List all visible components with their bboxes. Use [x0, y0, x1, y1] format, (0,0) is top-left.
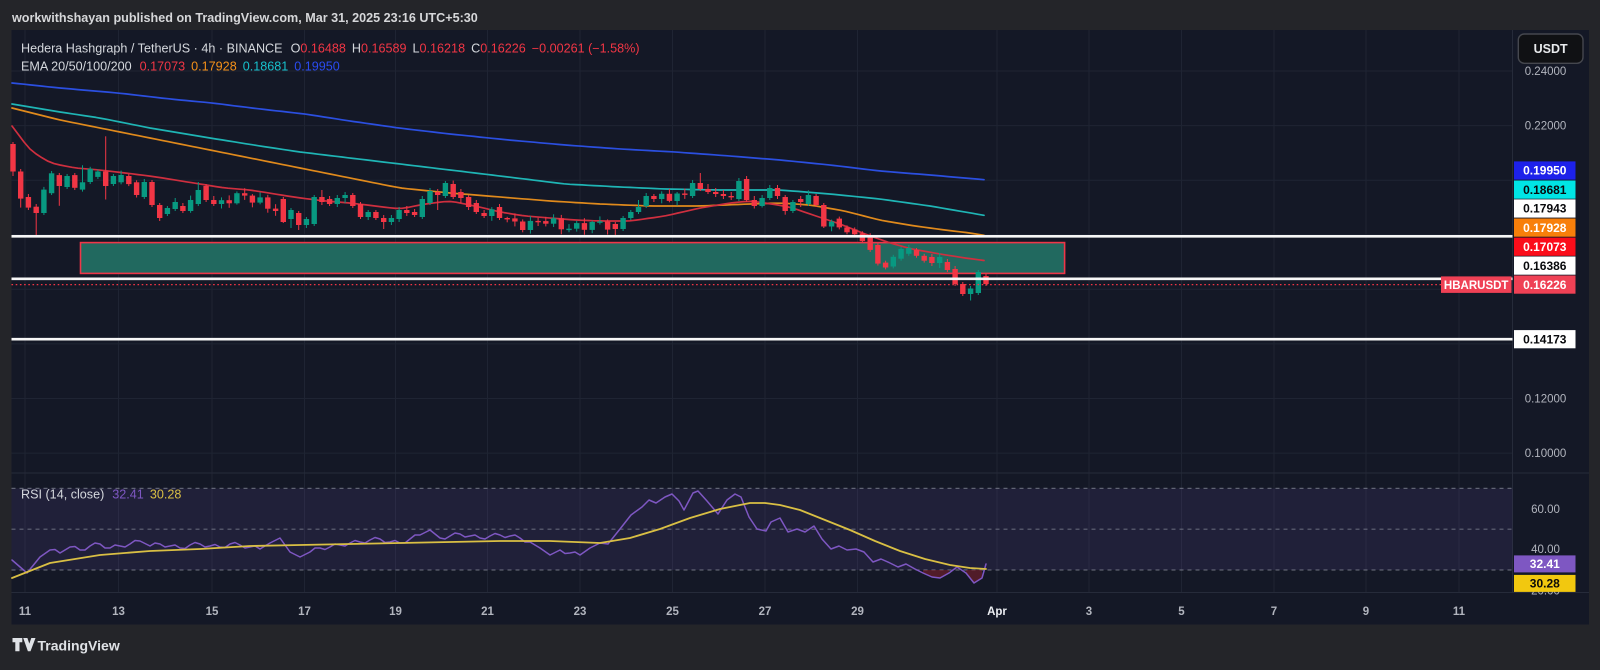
- svg-text:3: 3: [1086, 606, 1092, 618]
- svg-text:21: 21: [481, 606, 494, 618]
- svg-text:27: 27: [759, 606, 772, 618]
- svg-text:23: 23: [574, 606, 587, 618]
- svg-text:0.17073: 0.17073: [1523, 240, 1567, 254]
- svg-text:9: 9: [1363, 606, 1369, 618]
- svg-text:0.18681: 0.18681: [1523, 183, 1567, 197]
- svg-text:TradingView: TradingView: [38, 637, 120, 653]
- svg-text:15: 15: [206, 606, 219, 618]
- svg-text:5: 5: [1178, 606, 1185, 618]
- svg-text:11: 11: [19, 606, 32, 618]
- svg-text:32.41: 32.41: [1530, 557, 1560, 571]
- svg-text:USDT: USDT: [1534, 42, 1568, 56]
- svg-text:0.16226: 0.16226: [1523, 278, 1567, 292]
- svg-text:29: 29: [851, 606, 864, 618]
- svg-text:Hedera Hashgraph / TetherUS ·: Hedera Hashgraph / TetherUS · 4h · BINAN…: [21, 41, 640, 55]
- svg-text:0.17943: 0.17943: [1523, 202, 1567, 216]
- svg-text:60.00: 60.00: [1531, 504, 1560, 516]
- svg-text:25: 25: [666, 606, 679, 618]
- svg-text:30.28: 30.28: [1530, 577, 1560, 591]
- svg-text:0.22000: 0.22000: [1525, 121, 1567, 133]
- svg-text:17: 17: [298, 606, 311, 618]
- svg-text:7: 7: [1271, 606, 1277, 618]
- svg-text:0.16386: 0.16386: [1523, 259, 1567, 273]
- svg-text:0.19950: 0.19950: [1523, 164, 1567, 178]
- svg-text:workwithshayan published on Tr: workwithshayan published on TradingView.…: [11, 11, 478, 25]
- svg-text:0.17928: 0.17928: [1523, 221, 1567, 235]
- svg-text:HBARUSDT: HBARUSDT: [1444, 280, 1509, 292]
- svg-text:0.10000: 0.10000: [1525, 448, 1567, 460]
- svg-text:19: 19: [389, 606, 402, 618]
- svg-text:0.14173: 0.14173: [1523, 332, 1567, 346]
- svg-text:0.12000: 0.12000: [1525, 394, 1567, 406]
- svg-text:0.24000: 0.24000: [1525, 66, 1567, 78]
- svg-text:13: 13: [112, 606, 125, 618]
- svg-text:40.00: 40.00: [1531, 544, 1560, 556]
- svg-text:Apr: Apr: [987, 606, 1007, 618]
- svg-text:11: 11: [1453, 606, 1466, 618]
